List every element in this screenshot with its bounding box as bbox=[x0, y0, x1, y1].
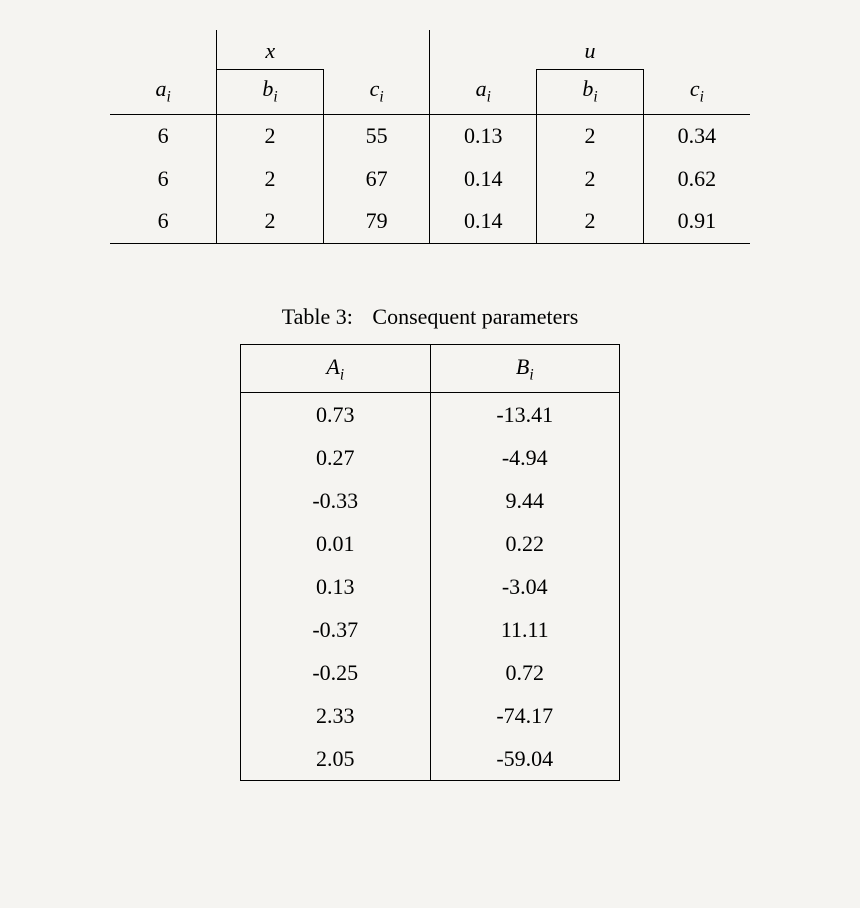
cell: -3.04 bbox=[430, 565, 620, 608]
cell: 0.13 bbox=[241, 565, 431, 608]
cell: 2 bbox=[537, 200, 644, 243]
group-label-x: x bbox=[217, 30, 324, 69]
cell: 0.62 bbox=[643, 158, 750, 201]
cell: 2 bbox=[537, 158, 644, 201]
cell: 6 bbox=[110, 200, 217, 243]
cell: 0.34 bbox=[643, 114, 750, 157]
group-header-row: x u bbox=[110, 30, 750, 69]
cell: 0.72 bbox=[430, 651, 620, 694]
caption-text: Consequent parameters bbox=[372, 304, 578, 329]
cell: 6 bbox=[110, 114, 217, 157]
cell: 2 bbox=[537, 114, 644, 157]
sub-header-row: ai bi ci ai bi ci bbox=[110, 69, 750, 114]
cell: -13.41 bbox=[430, 392, 620, 436]
cell: 0.14 bbox=[430, 158, 537, 201]
table-row: 2.33-74.17 bbox=[241, 694, 620, 737]
cell: 2 bbox=[217, 114, 324, 157]
table-row: 0.73-13.41 bbox=[241, 392, 620, 436]
cell: -4.94 bbox=[430, 436, 620, 479]
cell: 0.13 bbox=[430, 114, 537, 157]
cell: 2.33 bbox=[241, 694, 431, 737]
header-row: Ai Bi bbox=[241, 345, 620, 393]
table-row: 0.13-3.04 bbox=[241, 565, 620, 608]
cell: 0.01 bbox=[241, 522, 431, 565]
group-label-u: u bbox=[537, 30, 644, 69]
cell: 2 bbox=[217, 200, 324, 243]
cell: 9.44 bbox=[430, 479, 620, 522]
table3-caption: Table 3: Consequent parameters bbox=[282, 304, 579, 330]
table-row: 0.27-4.94 bbox=[241, 436, 620, 479]
cell: 55 bbox=[323, 114, 430, 157]
cell: 67 bbox=[323, 158, 430, 201]
col-header-x-b: bi bbox=[217, 69, 324, 114]
cell: 79 bbox=[323, 200, 430, 243]
cell: -0.25 bbox=[241, 651, 431, 694]
table-row: -0.3711.11 bbox=[241, 608, 620, 651]
cell: -59.04 bbox=[430, 737, 620, 781]
cell: -0.33 bbox=[241, 479, 431, 522]
col-header-u-b: bi bbox=[537, 69, 644, 114]
table-row: 2.05-59.04 bbox=[241, 737, 620, 781]
col-header-x-a: ai bbox=[110, 69, 217, 114]
col-header-u-a: ai bbox=[430, 69, 537, 114]
cell: 11.11 bbox=[430, 608, 620, 651]
cell: 0.14 bbox=[430, 200, 537, 243]
cell: 0.27 bbox=[241, 436, 431, 479]
col-header-A: Ai bbox=[241, 345, 431, 393]
cell: -74.17 bbox=[430, 694, 620, 737]
table-row: 6 2 55 0.13 2 0.34 bbox=[110, 114, 750, 157]
cell: 2 bbox=[217, 158, 324, 201]
table-row: 6 2 79 0.14 2 0.91 bbox=[110, 200, 750, 243]
col-header-x-c: ci bbox=[323, 69, 430, 114]
caption-lead: Table 3: bbox=[282, 304, 353, 329]
cell: 0.73 bbox=[241, 392, 431, 436]
table-row: 0.010.22 bbox=[241, 522, 620, 565]
cell: 2.05 bbox=[241, 737, 431, 781]
col-header-B: Bi bbox=[430, 345, 620, 393]
cell: -0.37 bbox=[241, 608, 431, 651]
cell: 6 bbox=[110, 158, 217, 201]
consequent-params-table: Ai Bi 0.73-13.41 0.27-4.94 -0.339.44 0.0… bbox=[240, 344, 620, 781]
cell: 0.91 bbox=[643, 200, 750, 243]
col-header-u-c: ci bbox=[643, 69, 750, 114]
membership-params-table: x u ai bi ci ai bi ci bbox=[110, 30, 750, 244]
table-row: 6 2 67 0.14 2 0.62 bbox=[110, 158, 750, 201]
table-row: -0.339.44 bbox=[241, 479, 620, 522]
table-row: -0.250.72 bbox=[241, 651, 620, 694]
cell: 0.22 bbox=[430, 522, 620, 565]
